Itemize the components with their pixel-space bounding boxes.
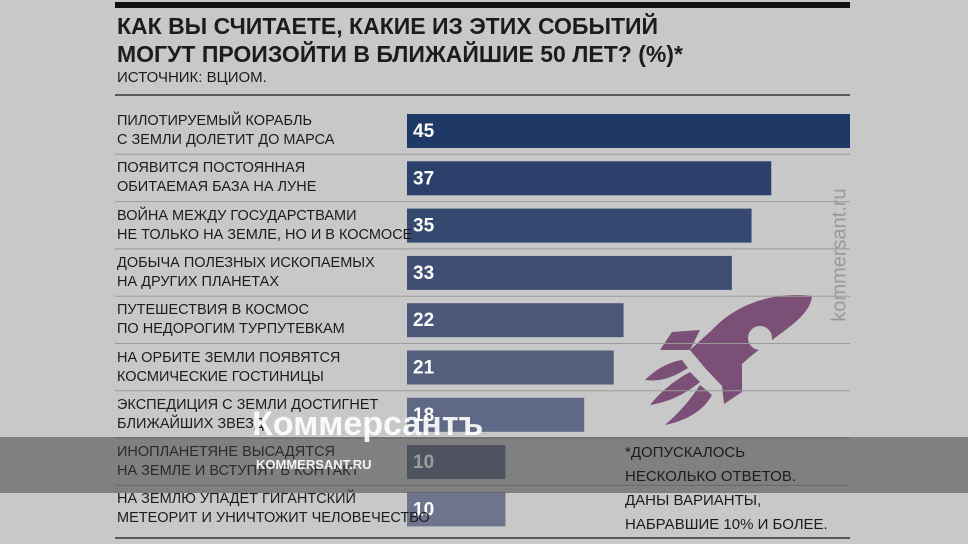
value-label: 21 [413,358,435,379]
category-label: НА ОРБИТЕ ЗЕМЛИ ПОЯВЯТСЯ КОСМИЧЕСКИЕ ГОС… [117,349,341,385]
value-label: 35 [413,216,435,237]
category-label: ПОЯВИТСЯ ПОСТОЯННАЯ ОБИТАЕМАЯ БАЗА НА ЛУ… [117,160,317,196]
side-watermark: kommersant.ru [828,188,850,321]
bar [407,350,614,385]
category-label: НА ЗЕМЛЮ УПАДЕТ ГИГАНТСКИЙ МЕТЕОРИТ И УН… [117,491,430,527]
category-label: ПИЛОТИРУЕМЫЙ КОРАБЛЬ С ЗЕМЛИ ДОЛЕТИТ ДО … [117,113,335,148]
bar [407,161,772,196]
category-label: ЭКСПЕДИЦИЯ С ЗЕМЛИ ДОСТИГНЕТ БЛИЖАЙШИХ З… [117,396,379,432]
value-label: 45 [413,121,435,142]
rocket [645,295,812,425]
bar [407,492,506,527]
category-label: ПУТЕШЕСТВИЯ В КОСМОС ПО НЕДОРОГИМ ТУРПУТ… [117,302,345,338]
category-label: ВОЙНА МЕЖДУ ГОСУДАРСТВАМИ НЕ ТОЛЬКО НА З… [117,207,413,243]
value-label: 22 [413,310,434,331]
bar [407,397,585,432]
bar [407,255,732,290]
value-label: 10 [413,499,434,520]
value-label: 37 [413,168,434,189]
bar [407,114,850,148]
watermark-brand: Коммерсантъ [252,405,484,443]
bar [407,303,624,338]
watermark-band [0,437,968,493]
value-label: 33 [413,263,434,284]
category-label: ДОБЫЧА ПОЛЕЗНЫХ ИСКОПАЕМЫХ НА ДРУГИХ ПЛА… [117,254,375,290]
bar [407,208,752,243]
chart-title: КАК ВЫ СЧИТАЕТЕ, КАКИЕ ИЗ ЭТИХ СОБЫТИЙ М… [117,13,683,67]
chart-subtitle: ИСТОЧНИК: ВЦИОМ. [117,69,267,86]
value-label: 18 [413,405,434,426]
footnote: *ДОПУСКАЛОСЬ НЕСКОЛЬКО ОТВЕТОВ. ДАНЫ ВАР… [625,444,828,533]
watermark-url: KOMMERSANT.RU [256,457,372,472]
top-rule [115,2,850,8]
